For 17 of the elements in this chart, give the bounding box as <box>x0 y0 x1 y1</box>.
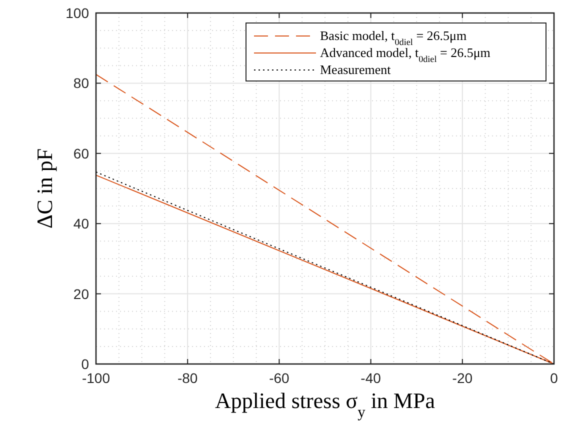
x-tick-label: -100 <box>82 370 110 386</box>
y-tick-label: 40 <box>73 216 90 232</box>
legend-label: Advanced model, t$_{0diel}$ = 26.5μm <box>320 45 490 64</box>
x-tick-label: 0 <box>550 370 558 386</box>
x-tick-label: -20 <box>452 370 473 386</box>
x-tick-label: -80 <box>177 370 198 386</box>
y-axis-title: ΔC in pF <box>32 148 57 229</box>
legend-label: Basic model, t$_{0diel}$ = 26.5μm <box>320 28 467 47</box>
y-tick-label: 60 <box>73 145 90 162</box>
x-tick-label: -60 <box>269 370 290 386</box>
y-tick-label: 0 <box>81 356 90 372</box>
y-tick-label: 100 <box>66 5 90 21</box>
x-tick-label: -40 <box>360 370 382 386</box>
y-tick-label: 20 <box>73 286 90 302</box>
y-tick-label: 80 <box>73 75 90 92</box>
legend-label: Measurement <box>320 62 392 77</box>
x-axis-title: Applied stress σ$_{y}$ in MPa <box>214 388 436 420</box>
